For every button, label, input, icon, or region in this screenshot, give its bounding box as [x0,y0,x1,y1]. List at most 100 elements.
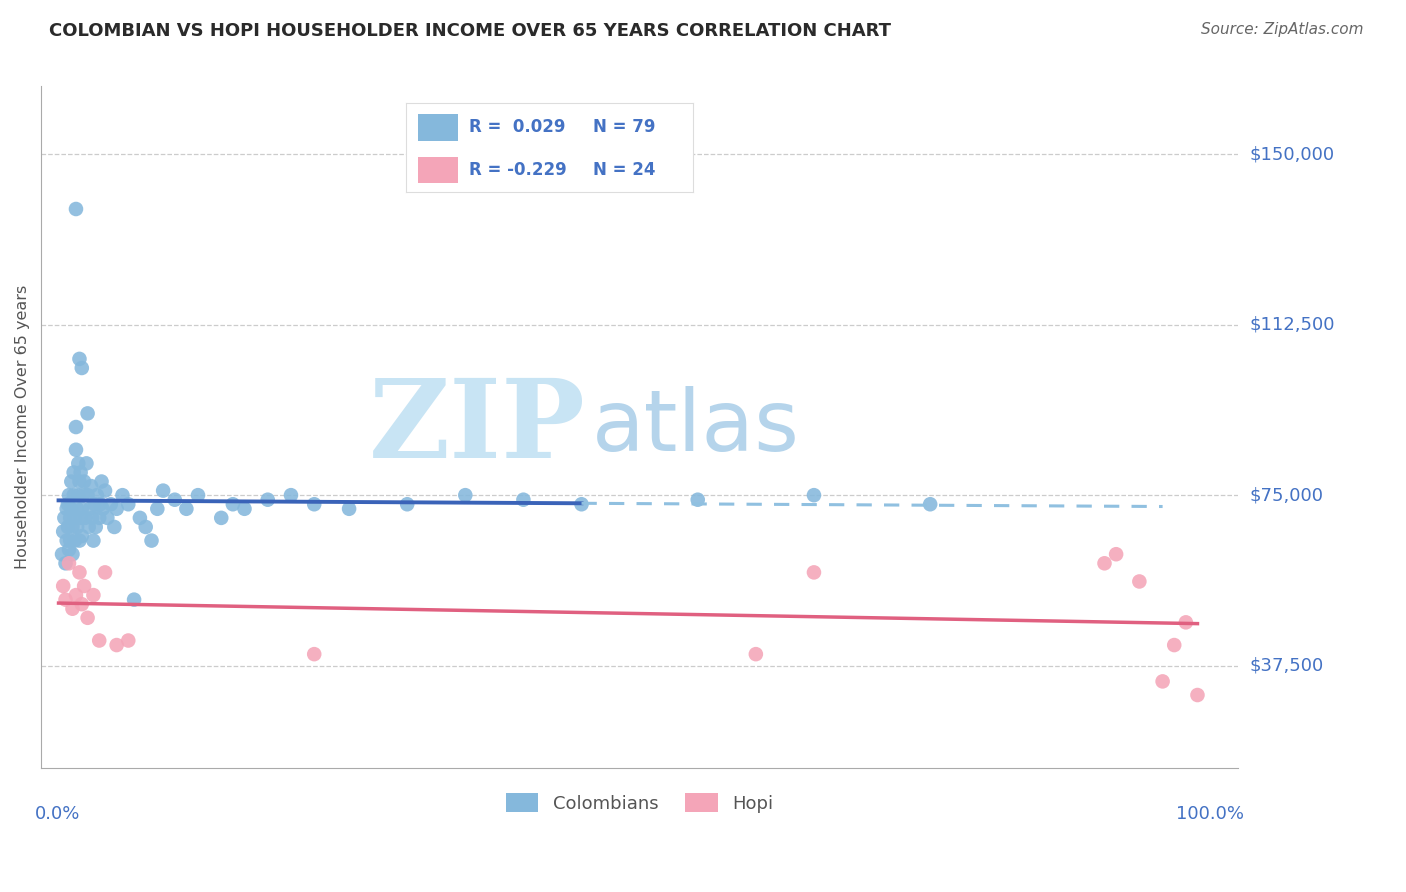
Point [135,520,157,534]
Point [187,488,209,502]
Point [76,611,98,625]
Legend: Colombians, Hopi: Colombians, Hopi [499,786,780,820]
Point [1094,557,1116,571]
Point [65,588,87,602]
Point [209,511,232,525]
Point [69,511,91,525]
Point [70,361,93,376]
Point [58,488,80,502]
Point [62,547,84,561]
Text: COLOMBIAN VS HOPI HOUSEHOLDER INCOME OVER 65 YEARS CORRELATION CHART: COLOMBIAN VS HOPI HOUSEHOLDER INCOME OVE… [49,22,891,40]
Point [302,647,325,661]
Point [63,511,86,525]
Point [89,497,111,511]
Point [82,511,104,525]
Point [152,483,174,498]
Point [55,592,77,607]
Point [70,597,93,611]
Point [686,492,709,507]
Point [53,511,76,525]
Point [84,520,107,534]
Point [256,492,278,507]
Point [454,488,477,502]
Point [96,511,118,525]
Point [70,529,93,543]
Text: ZIP: ZIP [368,374,586,481]
Point [60,501,83,516]
Point [73,579,96,593]
Point [803,566,825,580]
Point [69,466,91,480]
Point [571,497,593,511]
Point [82,533,104,548]
Point [62,466,84,480]
Point [86,488,108,502]
Point [76,406,98,420]
Point [280,488,302,502]
Point [62,488,84,502]
Point [111,488,134,502]
Text: $37,500: $37,500 [1250,657,1323,674]
Point [69,351,91,366]
Point [105,638,128,652]
Point [52,524,75,539]
Point [77,520,100,534]
Point [1187,688,1209,702]
Text: $75,000: $75,000 [1250,486,1323,504]
Point [67,488,90,502]
Point [65,420,87,434]
Point [55,501,77,516]
Point [82,588,104,602]
Point [89,511,111,525]
Point [146,501,169,516]
Point [512,492,534,507]
Point [337,501,360,516]
Point [122,592,145,607]
Y-axis label: Householder Income Over 65 years: Householder Income Over 65 years [15,285,30,569]
Text: 0.0%: 0.0% [35,805,80,823]
Point [65,202,87,216]
Point [103,520,125,534]
Text: 100.0%: 100.0% [1177,805,1244,823]
Point [62,520,84,534]
Point [59,533,82,548]
Point [79,501,101,516]
Point [73,475,96,489]
Point [66,501,89,516]
Point [58,542,80,557]
Point [117,497,139,511]
Point [105,501,128,516]
Point [76,488,98,502]
Point [1163,638,1185,652]
Text: atlas: atlas [592,385,800,468]
Point [69,475,91,489]
Point [52,579,75,593]
Point [117,633,139,648]
Text: $112,500: $112,500 [1250,316,1334,334]
Point [141,533,163,548]
Point [803,488,825,502]
Point [920,497,942,511]
Point [62,601,84,615]
Point [176,501,198,516]
Point [745,647,768,661]
Text: Source: ZipAtlas.com: Source: ZipAtlas.com [1201,22,1364,37]
Point [69,533,91,548]
Point [69,566,91,580]
Point [233,501,256,516]
Point [222,497,245,511]
Point [72,488,94,502]
Point [56,497,79,511]
Point [70,501,93,516]
Point [58,557,80,571]
Point [1105,547,1128,561]
Point [60,475,83,489]
Text: $150,000: $150,000 [1250,145,1334,163]
Point [75,456,97,470]
Point [51,547,73,561]
Point [396,497,419,511]
Point [94,566,117,580]
Point [163,492,186,507]
Point [1128,574,1150,589]
Point [56,520,79,534]
